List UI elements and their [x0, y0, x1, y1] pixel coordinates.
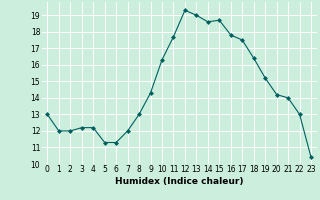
X-axis label: Humidex (Indice chaleur): Humidex (Indice chaleur): [115, 177, 244, 186]
